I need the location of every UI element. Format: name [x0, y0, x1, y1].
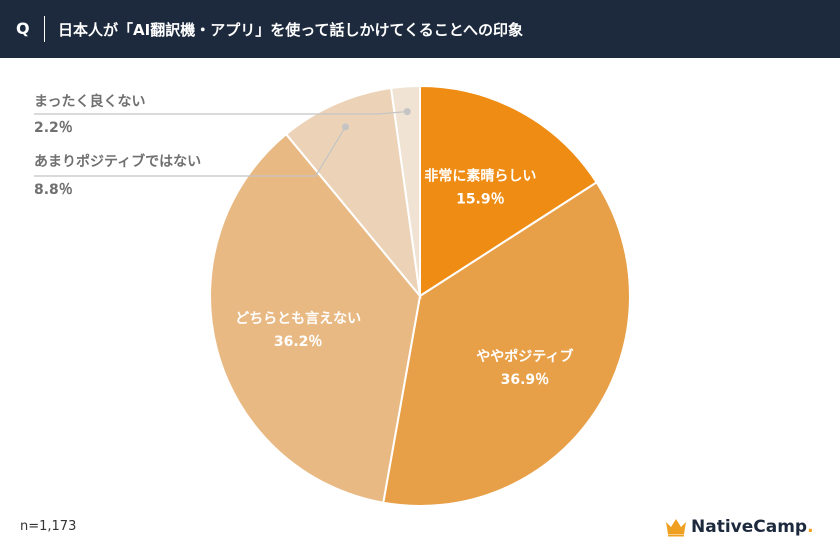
- slice-label-2: ややポジティブ: [476, 348, 573, 365]
- slice-label-1: 非常に素晴らしい: [424, 167, 536, 184]
- slice-value-4: 8.8％: [34, 182, 73, 198]
- chart-title: 日本人が「AI翻訳機・アプリ」を使って話しかけてくることへの印象: [58, 21, 523, 39]
- header-divider: [44, 16, 45, 42]
- crown-icon: [666, 519, 686, 537]
- leader-lines: [34, 108, 411, 177]
- nativecamp-logo: NativeCamp.: [664, 515, 814, 539]
- pie-slices: [209, 84, 631, 507]
- pie-slice-4: [284, 86, 422, 300]
- slice-labels: 非常に素晴らしい 15.9％ ややポジティブ 36.9％ どちらとも言えない 36.2％ あ…: [34, 93, 573, 388]
- pie-slice-5: [389, 84, 421, 297]
- leader-line-4: [34, 126, 347, 177]
- slice-value-5: 2.2％: [34, 120, 73, 136]
- slice-label-3: どちらとも言えない: [235, 310, 361, 327]
- question-label: Q: [16, 19, 30, 38]
- logo-wordmark: NativeCamp.: [691, 517, 814, 537]
- slice-value-3: 36.2％: [274, 334, 323, 350]
- sample-size-note: n=1,173: [20, 519, 77, 534]
- slice-label-4: あまりポジティブではない: [34, 153, 201, 170]
- pie-slice-1: [419, 84, 598, 298]
- slice-label-5: まったく良くない: [34, 93, 145, 110]
- chart-header: Q 日本人が「AI翻訳機・アプリ」を使って話しかけてくることへの印象: [0, 0, 840, 58]
- leader-dot-5: [403, 108, 411, 116]
- slice-value-2: 36.9％: [501, 372, 550, 388]
- pie-slice-2: [382, 180, 631, 507]
- pie-slice-3: [209, 132, 422, 504]
- leader-line-5: [34, 111, 408, 115]
- leader-dot-4: [342, 123, 350, 131]
- slice-value-1: 15.9％: [456, 191, 505, 207]
